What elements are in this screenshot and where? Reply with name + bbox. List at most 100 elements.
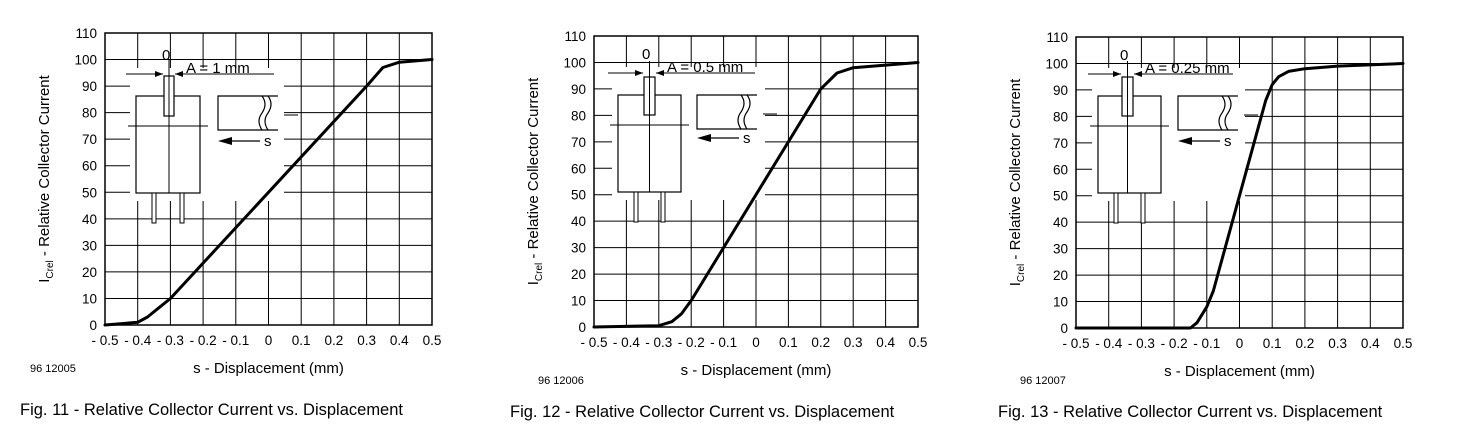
break-mark [1224,95,1232,131]
x-tick-label: 0.1 [1263,336,1282,351]
x-tick-label: - 0.1 [1193,336,1220,351]
sensor-lead-2 [660,191,666,223]
y-label-text: - Relative Collector Current [1007,78,1024,264]
zero-label: 0 [162,47,170,64]
figure-code: 96 12006 [538,375,584,387]
y-tick-label: 110 [564,29,586,44]
figure-caption: Fig. 11 - Relative Collector Current vs.… [20,401,403,419]
plot-frame [593,35,919,328]
arrowhead-icon [656,70,664,76]
break-mark [258,95,266,131]
x-axis-label: s - Displacement (mm) [193,360,344,377]
chart-panel-1: 0 A = 1 mm s - 0.5 - 0.4 - 0.3 - 0.2 - 0.1 0 0.1 0… [20,26,441,419]
sensor-lead-2 [179,192,185,224]
plot-frame [1075,36,1404,329]
y-tick-label: 80 [1053,109,1068,124]
y-axis-label: ICrel - Relative Collector Current [36,74,56,282]
x-tick-label: - 0.1 [222,333,249,348]
s-label: s [743,130,751,147]
x-tick-label: 0.2 [1296,336,1315,351]
arrowhead-icon [175,71,183,77]
y-label-subscript: Crel [1016,264,1027,282]
y-axis-label: ICrel - Relative Collector Current [1007,78,1027,286]
y-tick-label: 80 [82,106,97,121]
y-tick-label: 90 [571,82,586,97]
x-tick-label: 0 [265,333,273,348]
y-tick-label: 10 [1053,295,1068,310]
x-tick-label: 0.2 [325,333,344,348]
y-tick-label: 40 [82,212,97,227]
s-label: s [1224,133,1232,150]
y-tick-label: 100 [563,55,586,70]
series-line [592,61,920,329]
zero-label: 0 [1120,47,1128,64]
direction-arrow-icon [697,134,711,142]
y-label-symbol: I [36,279,53,283]
x-tick-label: - 0.4 [1095,336,1123,351]
y-label-symbol: I [525,281,542,285]
x-tick-label: - 0.3 [157,333,184,348]
y-label-subscript: Crel [534,263,545,281]
direction-arrow-icon [218,137,232,145]
x-tick-label: 0.1 [292,333,311,348]
x-tick-label: 0.1 [779,335,798,350]
sensor-lead-1 [633,191,639,223]
y-tick-label: 10 [571,294,586,309]
x-tick-label: - 0.5 [580,335,607,350]
chart-panel-2: 0 A = 0.5 mm s - 0.5 - 0.4 - 0.3 - 0.2 - 0.1 0 0.… [510,29,927,421]
x-axis-label: s - Displacement (mm) [1164,363,1315,380]
break-mark [1218,95,1226,131]
shutter-outline [696,94,757,130]
x-tick-label: 0.5 [909,335,928,350]
x-tick-label: 0 [1236,336,1244,351]
direction-arrow-icon [1178,137,1192,145]
y-tick-label: 20 [1053,268,1068,283]
y-tick-label: 100 [74,53,97,68]
y-tick-label: 50 [82,185,97,200]
y-label-subscript: Crel [45,260,56,278]
y-tick-label: 60 [571,161,586,176]
arrowhead-icon [1113,71,1121,77]
x-tick-label: - 0.4 [613,335,641,350]
y-tick-label: 70 [1053,136,1068,151]
y-tick-label: 40 [571,214,586,229]
x-tick-label: - 0.2 [190,333,217,348]
break-mark [737,94,745,130]
x-tick-label: - 0.3 [645,335,672,350]
y-tick-label: 50 [571,188,586,203]
x-tick-label: - 0.2 [678,335,705,350]
plot-frame [104,32,433,326]
y-tick-label: 60 [1053,162,1068,177]
y-tick-label: 0 [578,320,586,335]
x-axis-label: s - Displacement (mm) [681,362,832,379]
y-tick-label: 70 [82,132,97,147]
break-mark [264,95,272,131]
x-tick-label: - 0.1 [710,335,737,350]
x-tick-label: 0.2 [811,335,830,350]
aperture-label: A = 0.25 mm [1145,60,1230,77]
y-tick-label: 0 [1060,321,1068,336]
x-tick-label: 0.4 [876,335,895,350]
series-line [1074,62,1405,330]
x-tick-label: - 0.3 [1128,336,1155,351]
figure-code: 96 12005 [30,363,76,375]
shutter-outline [217,95,278,131]
y-label-text: - Relative Collector Current [525,77,542,263]
x-tick-label: - 0.5 [1062,336,1089,351]
y-tick-label: 60 [82,159,97,174]
y-tick-label: 30 [1053,242,1068,257]
y-tick-label: 20 [82,265,97,280]
sensor-lead-1 [1113,192,1119,224]
y-tick-label: 90 [82,79,97,94]
y-tick-label: 0 [89,318,97,333]
x-tick-label: 0.3 [1328,336,1347,351]
y-tick-label: 100 [1045,56,1068,71]
zero-label: 0 [642,46,650,63]
y-tick-label: 30 [82,238,97,253]
sensor-diagram: 0 A = 0.25 mm s [1088,47,1258,224]
sensor-diagram: 0 A = 0.5 mm s [608,46,777,223]
break-mark [743,94,751,130]
figure-caption: Fig. 12 - Relative Collector Current vs.… [510,403,895,421]
y-tick-label: 110 [75,26,97,41]
